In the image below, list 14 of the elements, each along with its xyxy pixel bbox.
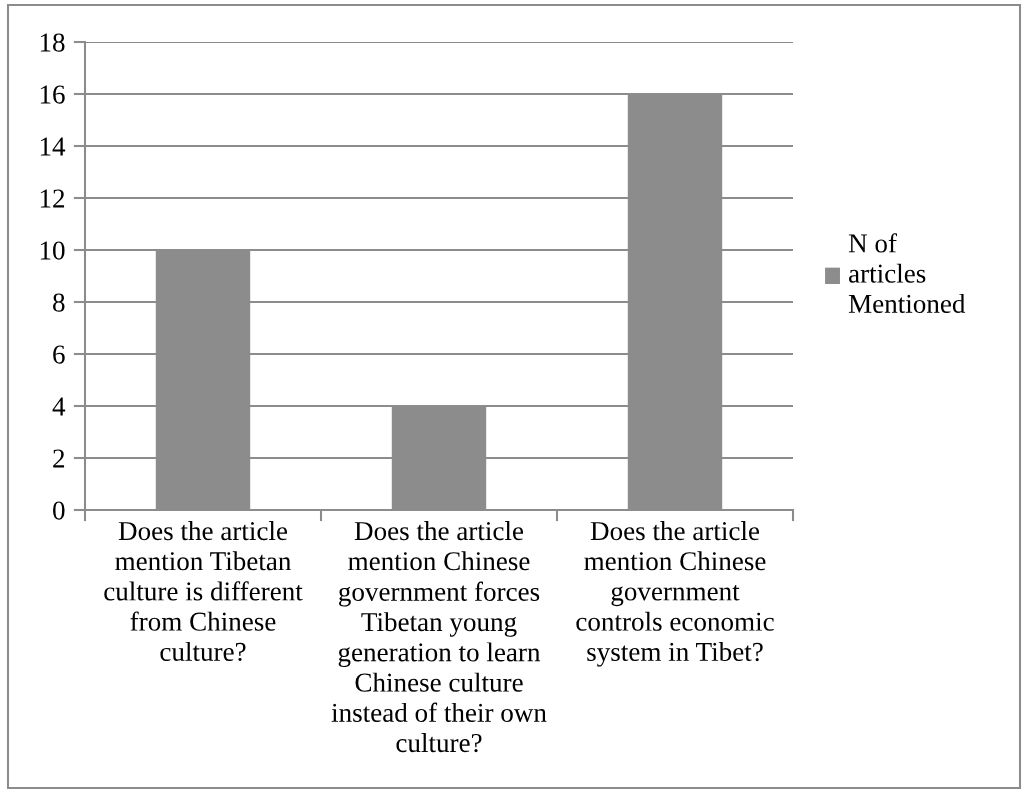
y-tick-label: 2 (53, 449, 65, 468)
legend-label: N of articles Mentioned (848, 233, 966, 313)
x-tick-label: Does the article mention Chinese government controls economic system in Tibet? (576, 521, 774, 667)
y-tick-label: 12 (40, 189, 65, 208)
y-tick-label: 6 (53, 345, 65, 364)
y-tick-label: 14 (40, 137, 66, 156)
y-tick-label: 18 (40, 33, 65, 52)
y-tick-label: 4 (52, 397, 66, 416)
y-tick-label: 16 (40, 85, 65, 104)
y-tick-label: 10 (40, 241, 65, 260)
y-tick-label: 0 (53, 501, 65, 520)
y-tick-label: 8 (53, 293, 65, 312)
x-tick-label: Does the article mention Tibetan culture is different from Chinese culture? (104, 521, 303, 662)
x-tick-label: Does the article mention Chinese government forces Tibetan young generation to learn Chinese culture instead of their own culture? (331, 521, 547, 753)
